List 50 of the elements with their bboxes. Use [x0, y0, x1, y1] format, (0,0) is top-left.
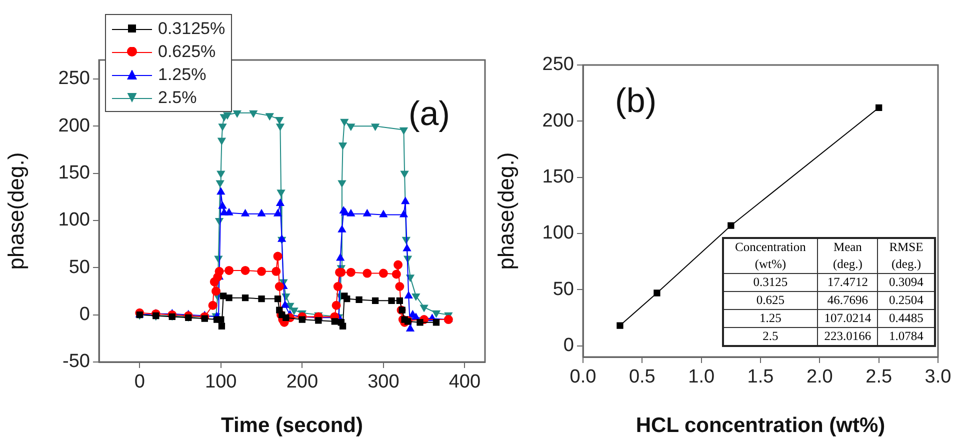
- annotation: Mean (deg.): [817, 238, 878, 274]
- y-tick-label: 0: [79, 304, 90, 326]
- y-tick-label: 100: [542, 222, 574, 244]
- x-tick-label: 0.0: [570, 366, 596, 388]
- y-tick-label: 200: [58, 115, 90, 136]
- x-tick-label: 2.5: [866, 366, 892, 388]
- y-tick-label: 150: [58, 162, 90, 184]
- x-tick-label: 100: [205, 372, 237, 393]
- y-axis-title: phase(deg.): [3, 152, 28, 270]
- annotation: 46.7696: [817, 292, 878, 310]
- annotation: 1.0784: [878, 328, 935, 346]
- x-tick-label: 0: [134, 372, 145, 393]
- legend-label: 0.3125%: [158, 18, 226, 40]
- x-tick-label: 2.0: [806, 366, 833, 388]
- x-axis-title: HCL concentration (wt%): [636, 414, 886, 438]
- y-tick-label: 50: [552, 278, 574, 300]
- annotation: 0.4485: [878, 310, 935, 328]
- annotation: 2.5: [723, 328, 818, 346]
- x-tick-label: 200: [286, 372, 318, 393]
- y-tick-label: 50: [68, 256, 90, 278]
- x-tick-label: 1.0: [688, 366, 715, 388]
- x-tick-label: 1.5: [747, 366, 774, 388]
- annotation: 0.625: [723, 292, 818, 310]
- annotation: 17.4712: [817, 274, 878, 292]
- y-tick-label: 0: [563, 335, 574, 356]
- y-tick-label: 250: [542, 54, 574, 76]
- y-tick-label: 100: [58, 210, 90, 231]
- y-tick-label: 250: [58, 68, 90, 90]
- annotation: 0.3125: [723, 274, 818, 292]
- annotation: 223.0166: [817, 328, 878, 346]
- y-tick-label: 200: [542, 110, 574, 132]
- annotation: 1.25: [723, 310, 818, 328]
- annotation: (a): [408, 95, 450, 134]
- legend-label: 0.625%: [158, 41, 216, 63]
- y-tick-label: -50: [62, 351, 90, 372]
- annotation: Concentration (wt%): [723, 238, 818, 274]
- annotation: 107.0214: [817, 310, 878, 328]
- annotation: 0.3094: [878, 274, 935, 292]
- x-tick-label: 300: [368, 372, 400, 393]
- x-axis-title: Time (second): [221, 414, 363, 438]
- x-tick-label: 3.0: [924, 366, 952, 388]
- x-tick-label: 400: [448, 372, 481, 393]
- y-axis-title: phase(deg.): [493, 152, 518, 270]
- annotation: RMSE (deg.): [878, 238, 935, 274]
- legend-label: 2.5%: [158, 87, 197, 109]
- x-tick-label: 0.5: [628, 366, 656, 388]
- y-tick-label: 150: [542, 166, 574, 188]
- legend-label: 1.25%: [158, 64, 206, 86]
- annotation: (b): [615, 82, 657, 121]
- annotation: 0.2504: [878, 292, 935, 310]
